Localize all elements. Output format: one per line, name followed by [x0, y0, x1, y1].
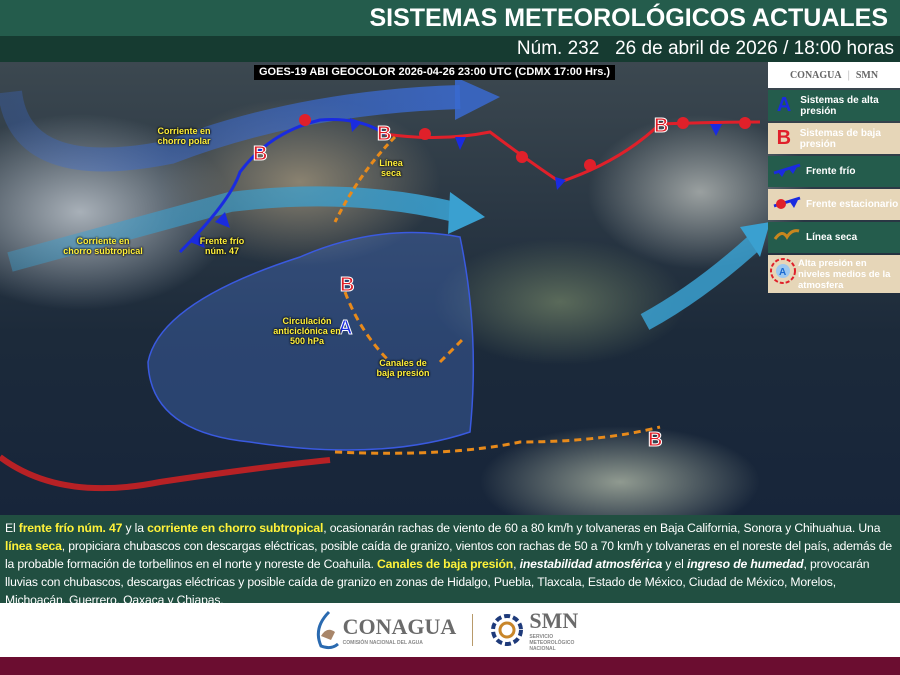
atlantic-jet-arrowhead [740, 222, 770, 257]
low-pressure-symbol: B [253, 143, 267, 165]
conagua-emblem-icon [316, 610, 339, 650]
legend-label: Línea seca [806, 232, 858, 243]
legend-item-low: B Sistemas de baja presión [768, 123, 900, 154]
legend-label: Frente estacionario [806, 199, 899, 210]
dry-line-icon [768, 226, 806, 249]
satellite-image-caption: GOES-19 ABI GEOCOLOR 2026-04-26 23:00 UT… [254, 65, 616, 80]
smn-logo: SMN SERVICIO METEOROLÓGICO NACIONAL [489, 608, 589, 652]
conagua-logo: CONAGUA COMISIÓN NACIONAL DEL AGUA [311, 610, 456, 650]
itcz-band [0, 454, 331, 492]
legend-item-stationary-front: Frente estacionario [768, 189, 900, 220]
page-title: SISTEMAS METEOROLÓGICOS ACTUALES [0, 0, 900, 36]
high-pressure-symbol: A [338, 317, 352, 339]
footer-bar [0, 657, 900, 675]
bulletin-number-date: Núm. 232 26 de abril de 2026 / 18:00 hor… [0, 36, 900, 62]
label-cold-front: Frente frío núm. 47 [199, 236, 245, 256]
satellite-map: B B B B B A GOES-19 ABI GEOCOLOR 2026-04… [0, 62, 900, 515]
footer-logos: CONAGUA COMISIÓN NACIONAL DEL AGUA SMN SER… [0, 603, 900, 657]
warm-semicircles [299, 114, 751, 171]
svg-text:A: A [779, 267, 786, 278]
subtropical-jet-arrow [7, 186, 458, 272]
smn-logo: SMN [855, 69, 879, 81]
conagua-logo: CONAGUA [789, 69, 842, 81]
high-pressure-icon: A [776, 94, 792, 116]
legend-item-cold-front: Frente frío [768, 156, 900, 187]
low-pressure-trough-3 [334, 425, 661, 455]
legend-label: Alta presión en niveles medios de la atm… [798, 257, 891, 291]
polar-jet-arrow [0, 85, 461, 172]
label-dry-line: Línea seca [379, 158, 403, 178]
stationary-front-line [384, 120, 761, 184]
label-polar-jet: Corriente en chorro polar [157, 126, 211, 146]
legend-item-dry-line: Línea seca [768, 222, 900, 253]
legend-logos: CONAGUA | SMN [768, 62, 900, 88]
legend-item-mid-high: A Alta presión en niveles medios de la at… [768, 255, 900, 293]
mid-level-high-icon: A [768, 256, 798, 292]
low-pressure-symbol: B [648, 429, 662, 451]
label-low-troughs: Canales de baja presión [376, 358, 430, 378]
polar-jet-arrowhead [455, 77, 500, 120]
cold-front-icon [768, 160, 806, 183]
bulletin-text: El frente frío núm. 47 y la corriente en… [0, 515, 900, 607]
low-pressure-symbol: B [340, 274, 354, 296]
low-pressure-icon: B [776, 127, 792, 149]
cold-triangles [190, 118, 722, 248]
low-pressure-symbol: B [377, 123, 391, 145]
legend-label: Sistemas de baja presión [799, 127, 881, 150]
divider [472, 614, 474, 646]
smn-emblem-icon [491, 614, 524, 646]
dry-line [333, 135, 397, 223]
label-subtropical-jet: Corriente en chorro subtropical [63, 236, 143, 256]
legend-label: Sistemas de alta presión [800, 94, 879, 117]
low-pressure-symbol: B [654, 115, 668, 137]
subtropical-jet-arrowhead [448, 192, 485, 234]
map-overlay: B B B B B A [0, 77, 770, 492]
legend-item-high: A Sistemas de alta presión [768, 90, 900, 121]
stationary-front-icon [768, 193, 806, 216]
legend-label: Frente frío [806, 166, 856, 177]
low-pressure-trough-1 [343, 291, 392, 364]
label-anticyclone: Circulación anticiclónica en 500 hPa [273, 316, 341, 346]
atlantic-jet-arrow [640, 235, 762, 330]
anticyclone-area [147, 231, 475, 451]
low-pressure-trough-2 [438, 335, 467, 364]
